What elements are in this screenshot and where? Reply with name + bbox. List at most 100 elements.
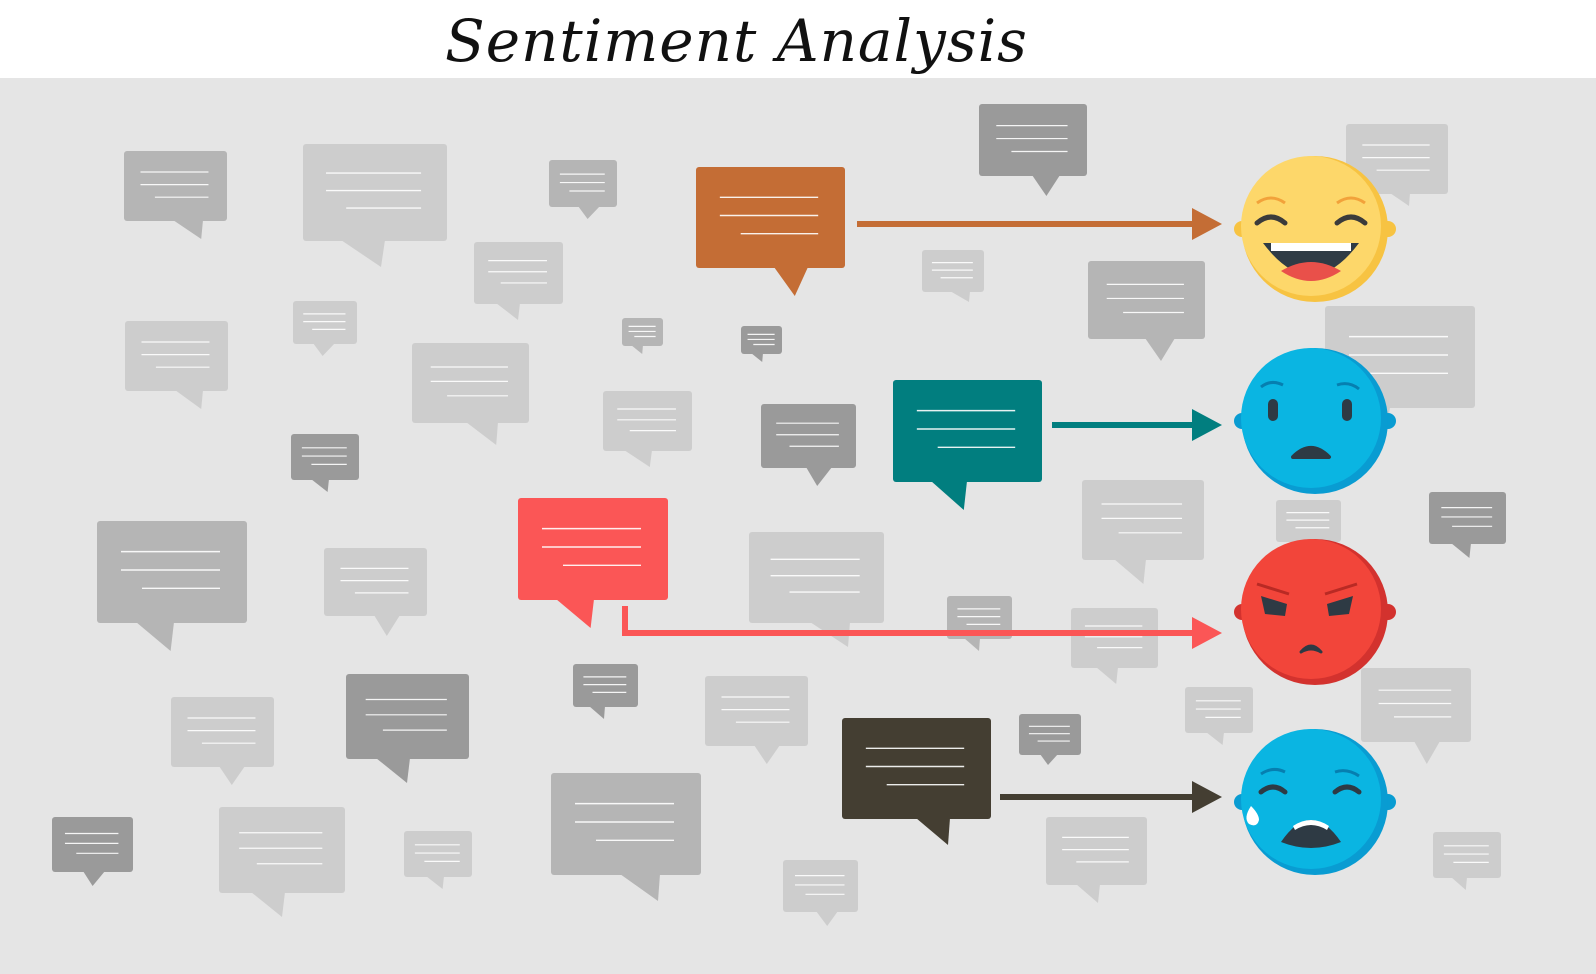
- teeth: [1293, 820, 1329, 830]
- background-bubble: [1433, 832, 1501, 890]
- eye-left: [1254, 214, 1288, 226]
- background-bubble: [1088, 261, 1205, 361]
- bubble-body: [1046, 817, 1147, 885]
- bubble-body: [404, 831, 472, 877]
- eye-right: [1342, 399, 1352, 421]
- bubble-tail: [806, 467, 832, 486]
- bubble-tail: [1096, 667, 1118, 684]
- bubble-body: [979, 104, 1087, 176]
- flow-crying: [842, 718, 1222, 845]
- background-bubble: [1082, 480, 1204, 584]
- face-fill: [1241, 348, 1381, 488]
- background-bubble: [52, 817, 133, 886]
- bubble-body: [1276, 500, 1341, 542]
- bubble-body: [219, 807, 345, 893]
- brow-left: [1256, 196, 1286, 205]
- bubble-tail: [774, 267, 808, 296]
- bubble-body: [97, 521, 247, 623]
- review-bubble-happy: [696, 167, 845, 296]
- angry-face-icon: [1234, 539, 1396, 685]
- bubble-body: [1019, 714, 1081, 755]
- bubble-tail: [251, 892, 285, 917]
- bubble-tail: [624, 450, 652, 467]
- bubble-tail: [376, 758, 410, 783]
- background-bubble: [124, 151, 227, 239]
- bubble-tail: [466, 422, 498, 445]
- background-bubble: [979, 104, 1087, 196]
- bubble-tail: [1145, 338, 1175, 361]
- background-bubble: [303, 144, 447, 267]
- bubble-tail: [341, 240, 385, 267]
- bubble-tail: [175, 390, 203, 409]
- bubble-body: [549, 160, 617, 207]
- bubble-tail: [1040, 754, 1058, 765]
- background-bubble: [783, 860, 858, 926]
- face-fill: [1241, 156, 1381, 296]
- bubble-body: [171, 697, 274, 767]
- background-bubble: [404, 831, 472, 889]
- tear-icon: [1246, 806, 1259, 826]
- bubble-tail: [1206, 732, 1224, 745]
- bubble-tail: [754, 745, 780, 764]
- grinning-face-icon: [1234, 156, 1396, 302]
- bubble-tail: [578, 206, 600, 219]
- background-bubble: [1429, 492, 1506, 558]
- background-bubble: [922, 250, 984, 302]
- background-bubble: [346, 674, 469, 783]
- background-bubble: [293, 301, 357, 356]
- bubble-tail: [620, 874, 660, 901]
- background-bubble: [324, 548, 427, 636]
- review-bubble-angry: [518, 498, 668, 628]
- bubble-body: [551, 773, 701, 875]
- background-bubble: [603, 391, 692, 467]
- bubble-body: [324, 548, 427, 616]
- background-bubble: [573, 664, 638, 719]
- background-bubble: [412, 343, 529, 445]
- background-bubble: [474, 242, 563, 320]
- bubble-tail: [916, 818, 950, 845]
- bubble-tail: [751, 353, 763, 362]
- bubble-body: [1185, 687, 1253, 733]
- background-bubble: [291, 434, 359, 492]
- flow-sad: [893, 380, 1222, 510]
- bubble-tail: [1451, 877, 1467, 890]
- bubble-body: [922, 250, 984, 292]
- bubble-tail: [950, 291, 970, 302]
- bubble-body: [783, 860, 858, 912]
- background-bubble: [1185, 687, 1253, 745]
- background-bubble: [705, 676, 808, 764]
- background-bubble: [1046, 817, 1147, 903]
- background-bubble: [125, 321, 228, 409]
- bubble-tail: [631, 345, 643, 354]
- bubble-tail: [219, 766, 245, 785]
- review-bubble-sad: [893, 380, 1042, 510]
- arrow-head: [1192, 208, 1222, 240]
- bubble-tail: [496, 303, 520, 320]
- bubble-body: [1433, 832, 1501, 878]
- arrow-line: [622, 606, 1195, 636]
- bubble-body: [893, 380, 1042, 482]
- bubble-body: [518, 498, 668, 600]
- sad-face-icon: [1234, 348, 1396, 494]
- bubble-body: [749, 532, 884, 623]
- background-bubble: [622, 318, 663, 354]
- background-bubble: [1346, 124, 1448, 206]
- flow-angry: [518, 498, 1222, 649]
- bubble-body: [761, 404, 856, 468]
- flow-happy: [696, 167, 1222, 296]
- bubble-body: [124, 151, 227, 221]
- eye-right: [1327, 596, 1353, 616]
- title-bar: Sentiment Analysis: [0, 0, 1596, 78]
- arrow-head: [1192, 781, 1222, 813]
- background-bubble: [1019, 714, 1081, 765]
- brow-right: [1336, 196, 1366, 205]
- arrow-head: [1192, 617, 1222, 649]
- bubble-tail: [311, 479, 329, 492]
- bubble-body: [303, 144, 447, 241]
- eye-left: [1268, 399, 1278, 421]
- bubble-body: [52, 817, 133, 872]
- sentiment-flows: [518, 156, 1396, 875]
- bubble-body: [1361, 668, 1471, 742]
- background-bubble: [219, 807, 345, 917]
